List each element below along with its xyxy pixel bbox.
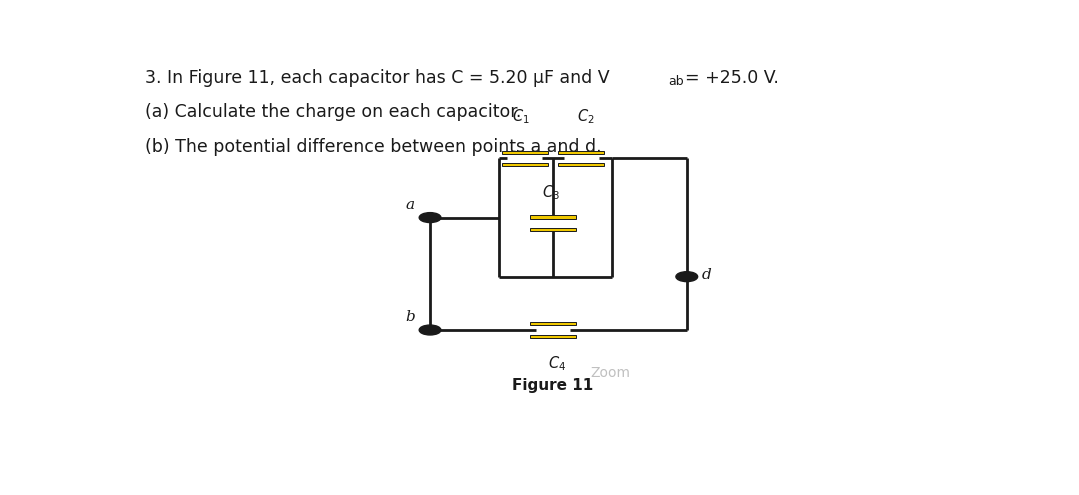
Text: b: b <box>406 310 415 324</box>
Circle shape <box>419 213 441 223</box>
Bar <box>530 322 576 325</box>
Text: 3. In Figure 11, each capacitor has C = 5.20 μF and V: 3. In Figure 11, each capacitor has C = … <box>145 69 610 87</box>
Bar <box>559 150 604 154</box>
Bar <box>530 215 576 218</box>
Text: Figure 11: Figure 11 <box>513 378 593 393</box>
Text: (a) Calculate the charge on each capacitor.: (a) Calculate the charge on each capacit… <box>145 103 521 121</box>
Text: $C_2$: $C_2$ <box>577 107 595 126</box>
Text: $C_1$: $C_1$ <box>511 107 529 126</box>
Text: a: a <box>406 198 415 212</box>
Circle shape <box>675 272 698 282</box>
Text: d: d <box>701 268 711 282</box>
Text: Zoom: Zoom <box>590 366 630 380</box>
Bar <box>502 150 547 154</box>
Bar <box>559 163 604 166</box>
Text: $C_4$: $C_4$ <box>548 355 566 374</box>
Bar <box>530 335 576 338</box>
Bar <box>502 163 547 166</box>
Text: = +25.0 V.: = +25.0 V. <box>685 69 779 87</box>
Text: (b) The potential difference between points a and d.: (b) The potential difference between poi… <box>145 138 601 155</box>
Circle shape <box>419 325 441 335</box>
Text: ab: ab <box>668 75 684 88</box>
Bar <box>530 228 576 231</box>
Text: $C_3$: $C_3$ <box>543 184 560 202</box>
